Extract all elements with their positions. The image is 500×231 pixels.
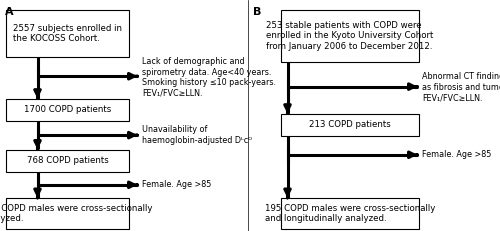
Text: 195 COPD males were cross-sectionally
and longitudinally analyzed.: 195 COPD males were cross-sectionally an…	[265, 204, 435, 223]
Bar	[6, 198, 129, 229]
Bar	[281, 10, 419, 62]
Text: 2557 subjects enrolled in
the KOCOSS Cohort.: 2557 subjects enrolled in the KOCOSS Coh…	[13, 24, 122, 43]
Text: 253 stable patients with COPD were
enrolled in the Kyoto University Cohort
from : 253 stable patients with COPD were enrol…	[266, 21, 434, 51]
Text: Female. Age >85: Female. Age >85	[422, 150, 492, 159]
Bar	[6, 99, 129, 121]
Bar	[281, 198, 419, 229]
Text: 743 COPD males were cross-sectionally
analyzed.: 743 COPD males were cross-sectionally an…	[0, 204, 153, 223]
Text: Lack of demographic and
spirometry data. Age<40 years.
Smoking history ≤10 pack-: Lack of demographic and spirometry data.…	[142, 57, 276, 97]
Text: Female. Age >85: Female. Age >85	[142, 180, 212, 189]
Text: Abnormal CT findings such
as fibrosis and tumors.
FEV₁/FVC≥LLN.: Abnormal CT findings such as fibrosis an…	[422, 72, 500, 102]
Bar	[281, 114, 419, 136]
Bar	[6, 150, 129, 171]
Text: A: A	[5, 7, 14, 17]
Text: 1700 COPD patients: 1700 COPD patients	[24, 105, 111, 114]
Bar	[6, 10, 129, 57]
Text: 213 COPD patients: 213 COPD patients	[309, 120, 391, 129]
Text: 768 COPD patients: 768 COPD patients	[26, 156, 108, 165]
Text: Unavailability of
haemoglobin-adjusted Dᴸᴄᴼ: Unavailability of haemoglobin-adjusted D…	[142, 125, 252, 145]
Text: B: B	[252, 7, 261, 17]
